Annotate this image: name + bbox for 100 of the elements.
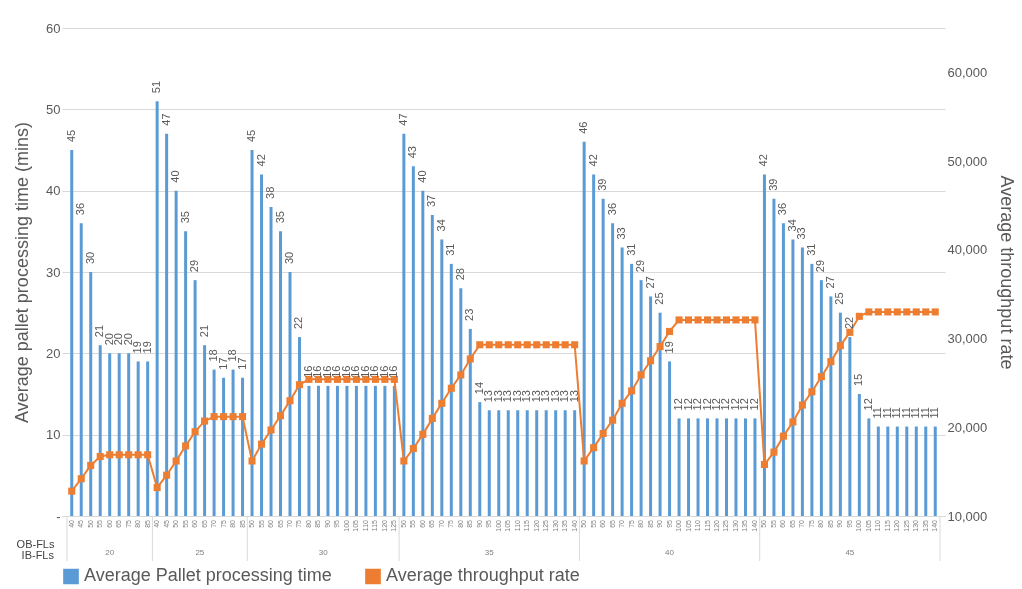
bar — [525, 410, 529, 516]
bar — [449, 263, 453, 516]
data-label: 36 — [776, 202, 789, 216]
bar — [753, 418, 757, 516]
bar — [668, 361, 672, 516]
bar — [108, 353, 112, 516]
data-label: 12 — [861, 398, 874, 411]
bar — [155, 101, 159, 516]
bar — [601, 198, 605, 516]
data-label: 43 — [406, 146, 419, 159]
bar — [620, 247, 624, 516]
bar — [222, 377, 226, 516]
data-label: 14 — [472, 381, 485, 395]
bar — [440, 239, 444, 516]
bar — [724, 418, 728, 516]
legend-label: Average throughput rate — [386, 565, 580, 586]
text: 40 — [665, 548, 675, 557]
bar — [231, 369, 235, 516]
bar — [563, 410, 567, 516]
text: 25 — [195, 548, 205, 557]
bar — [867, 418, 871, 516]
data-label: 45 — [64, 129, 77, 142]
data-label: 39 — [766, 178, 779, 191]
y2-tick-label: 60,000 — [947, 64, 988, 80]
y-tick-label: 50 — [46, 101, 61, 117]
data-label: 33 — [615, 227, 628, 240]
y2-tick-label: 40,000 — [947, 242, 988, 258]
bar — [402, 133, 406, 516]
text: IB-FLs — [21, 549, 55, 561]
data-label: 30 — [282, 251, 295, 264]
data-label: 30 — [83, 251, 96, 264]
bar — [421, 190, 425, 516]
y-tick-label: 60 — [46, 20, 61, 36]
bar — [886, 426, 890, 516]
data-label: 16 — [387, 365, 400, 378]
bar — [611, 223, 615, 516]
bar — [70, 150, 74, 516]
bar — [582, 141, 586, 516]
legend-label: Average Pallet processing time — [84, 565, 332, 586]
bar — [184, 231, 188, 516]
bar — [516, 410, 520, 516]
bar — [554, 410, 558, 516]
bar — [791, 239, 795, 516]
data-label: 15 — [852, 373, 865, 386]
bar — [715, 418, 719, 516]
data-label: 29 — [634, 259, 647, 273]
bar — [781, 223, 785, 516]
data-label: 11 — [928, 407, 941, 419]
data-label: 36 — [74, 202, 87, 216]
bar — [411, 166, 415, 516]
bar — [857, 394, 861, 516]
bar — [98, 345, 102, 516]
data-label: 35 — [178, 211, 191, 224]
bar — [212, 369, 216, 516]
bar — [876, 426, 880, 516]
data-label: 46 — [577, 121, 590, 134]
bar — [288, 272, 292, 516]
bar — [203, 345, 207, 516]
data-label: 16 — [301, 365, 314, 378]
data-label: 47 — [159, 113, 172, 126]
x-axis-title: OB-FLs — [16, 537, 55, 550]
bar — [430, 215, 434, 516]
y-axis-title: Average pallet processing time (mins) — [12, 122, 33, 423]
bar — [677, 418, 681, 516]
bar — [506, 410, 510, 516]
y2-tick-label: 10,000 — [947, 508, 988, 524]
data-label: 25 — [653, 292, 666, 305]
bar — [136, 361, 140, 516]
data-label: 21 — [197, 324, 210, 338]
data-label: 34 — [785, 219, 798, 232]
bar — [459, 288, 463, 516]
data-label: 42 — [586, 154, 599, 167]
data-label: 31 — [804, 243, 817, 256]
data-label: 37 — [425, 194, 438, 208]
data-label: 19 — [662, 341, 675, 354]
bar — [146, 361, 150, 516]
y-tick-label: - — [56, 508, 61, 524]
data-label: 27 — [823, 276, 836, 289]
data-label: 47 — [396, 113, 409, 126]
y-tick-label: 40 — [46, 183, 61, 199]
bar — [79, 223, 83, 516]
data-label: 28 — [453, 268, 466, 281]
data-label: 39 — [596, 178, 609, 191]
bar — [535, 410, 539, 516]
text: 45 — [845, 548, 855, 557]
bar — [165, 133, 169, 516]
data-label: 51 — [150, 80, 163, 94]
bar — [696, 418, 700, 516]
bar — [241, 377, 245, 516]
bar — [193, 280, 197, 516]
bar — [810, 263, 814, 516]
data-label: 35 — [273, 211, 286, 224]
text: 20 — [105, 548, 115, 557]
bar — [743, 418, 747, 516]
data-label: 31 — [624, 243, 637, 256]
bar — [819, 280, 823, 516]
y2-axis-title: Average throughput rate — [997, 175, 1018, 370]
bar — [829, 296, 833, 516]
bar — [933, 426, 937, 516]
bar — [905, 426, 909, 516]
